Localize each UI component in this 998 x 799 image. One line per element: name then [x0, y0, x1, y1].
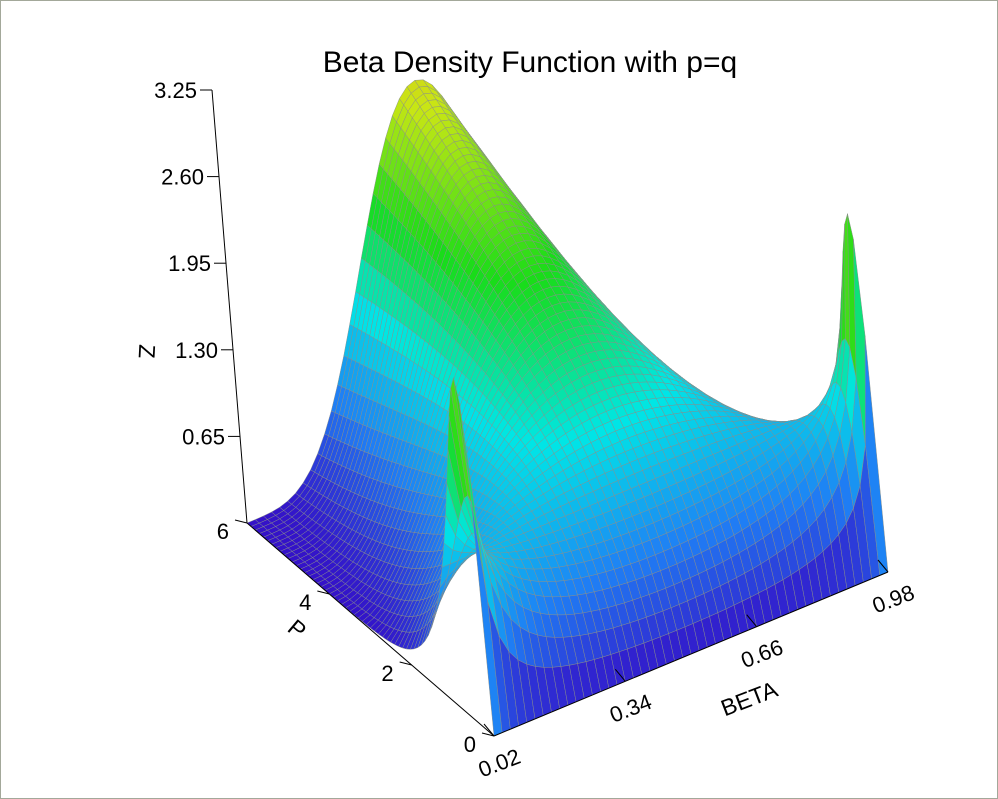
- beta-axis-label: BETA: [717, 676, 781, 721]
- z-tick-label: 1.30: [175, 338, 218, 363]
- p-tick-label: 4: [299, 590, 311, 615]
- p-tick-mark: [399, 661, 412, 666]
- beta-tick-mark: [483, 723, 495, 737]
- z-tick-label: 1.95: [168, 251, 211, 276]
- surface: [246, 79, 889, 737]
- beta-tick-mark: [614, 669, 626, 682]
- beta-tick-label: 0.34: [606, 689, 655, 728]
- p-axis-label: P: [283, 614, 311, 644]
- chart-title: Beta Density Function with p=q: [323, 46, 737, 79]
- axes: [211, 89, 889, 737]
- beta-tick-mark: [877, 559, 889, 573]
- p-tick-mark: [234, 519, 248, 524]
- beta-tick-mark: [746, 614, 758, 627]
- z-axis-line: [211, 89, 248, 524]
- z-tick-label: 0.65: [182, 424, 225, 449]
- beta-tick-label: 0.02: [475, 744, 524, 783]
- p-tick-mark: [317, 590, 330, 595]
- p-tick-label: 6: [217, 519, 229, 544]
- p-tick-label: 2: [381, 661, 393, 686]
- beta-tick-label: 0.98: [869, 580, 918, 619]
- z-axis-label: Z: [134, 344, 161, 359]
- p-tick-mark: [481, 732, 495, 737]
- z-tick-label: 2.60: [161, 165, 204, 190]
- z-tick-label: 3.25: [154, 78, 197, 103]
- p-axis-line: [246, 522, 495, 737]
- p-tick-label: 0: [464, 732, 476, 757]
- beta-axis-line: [493, 571, 889, 737]
- beta-tick-label: 0.66: [738, 634, 787, 673]
